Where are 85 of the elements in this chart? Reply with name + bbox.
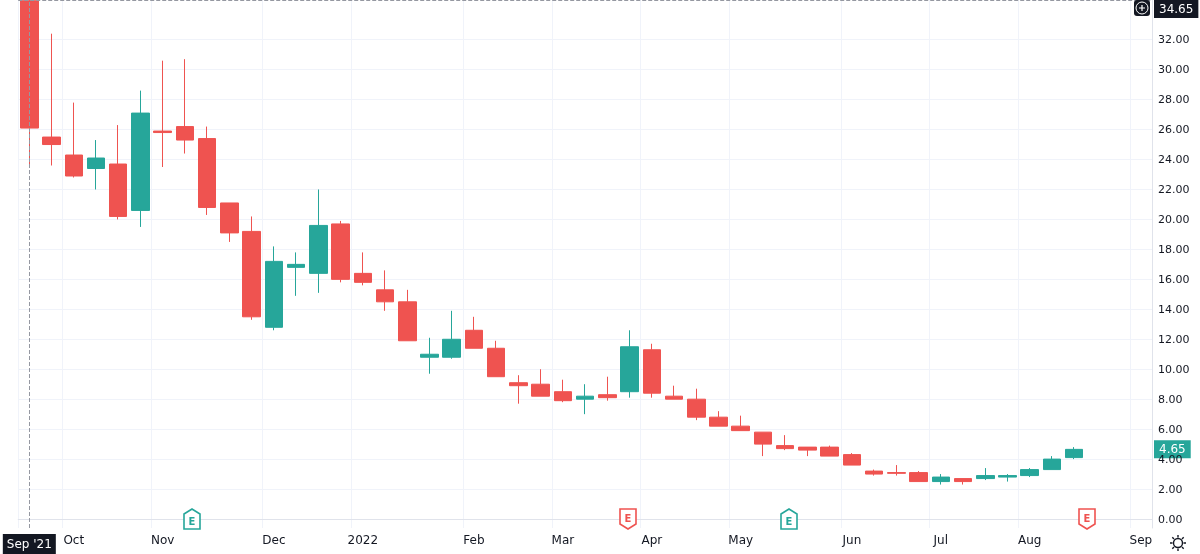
candlestick <box>331 220 350 283</box>
y-tick-label: 32.00 <box>1158 33 1190 47</box>
candlestick <box>776 434 794 451</box>
candlestick <box>309 188 328 294</box>
annotation: E <box>624 513 632 524</box>
y-tick-label: 22.00 <box>1158 182 1190 196</box>
candlestick <box>87 139 105 190</box>
candlestick <box>487 340 505 378</box>
x-tick-label: Jul <box>932 533 949 547</box>
candlestick <box>287 251 305 297</box>
y-tick-label: 30.00 <box>1158 63 1190 77</box>
candlestick <box>442 310 461 360</box>
ref-line-label: 34.65 <box>1159 2 1194 16</box>
candlestick <box>1020 467 1039 478</box>
candlestick <box>242 215 261 321</box>
candlestick <box>420 337 439 375</box>
letter-e-icon: E <box>619 508 637 530</box>
candlestick <box>998 473 1017 483</box>
letter-e-icon: E <box>1078 508 1096 530</box>
candlestick <box>198 126 216 216</box>
candlestick <box>131 90 150 228</box>
candlestick <box>932 473 950 486</box>
x-tick-label: Dec <box>262 533 286 547</box>
letter-e-icon: E <box>183 508 201 530</box>
candlestick <box>65 102 83 178</box>
candlestick <box>731 415 750 432</box>
y-tick-label: 18.00 <box>1158 242 1190 256</box>
candlestick <box>687 388 706 421</box>
candlestick <box>954 478 972 486</box>
annotation: E <box>785 516 793 527</box>
x-tick-label: Nov <box>151 533 175 547</box>
candlestick <box>42 33 61 167</box>
annotation: E <box>188 516 196 527</box>
candlestick <box>376 269 394 312</box>
y-tick-label: 2.00 <box>1158 482 1183 496</box>
candlestick <box>354 251 372 286</box>
candlestick <box>709 410 728 427</box>
x-tick-label: Oct <box>63 533 85 547</box>
y-tick-label: 12.00 <box>1158 332 1190 346</box>
candlestick <box>620 329 639 399</box>
candlestick <box>1043 455 1061 471</box>
candlestick <box>865 469 883 477</box>
candlestick <box>909 470 928 483</box>
x-tick-label: Feb <box>463 533 485 547</box>
y-tick-label: 16.00 <box>1158 272 1190 286</box>
candlestick <box>976 467 995 481</box>
candlestick <box>509 374 528 405</box>
candlestick <box>554 379 572 403</box>
candlestick <box>109 124 127 220</box>
y-tick-label: 10.00 <box>1158 362 1190 376</box>
y-tick-label: 24.00 <box>1158 153 1190 167</box>
y-tick-label: 8.00 <box>1158 392 1183 406</box>
candlestick <box>176 58 194 155</box>
candlestick <box>531 368 550 397</box>
candlestick <box>843 452 861 466</box>
candlestick <box>576 383 594 415</box>
y-tick-label: 14.00 <box>1158 302 1190 316</box>
y-tick-label: 28.00 <box>1158 93 1190 107</box>
y-tick-label: 0.00 <box>1158 512 1183 526</box>
x-tick-label: Sep <box>1129 533 1153 547</box>
x-tick-label: May <box>728 533 754 547</box>
x-tick-label: Jun <box>841 533 862 547</box>
x-tick-label: Aug <box>1018 533 1042 547</box>
y-tick-label: 26.00 <box>1158 123 1190 137</box>
candlestick <box>220 202 239 243</box>
x-tick-label: Mar <box>551 533 575 547</box>
candlestick <box>798 446 817 457</box>
x-tick-label: Sep '21 <box>6 537 52 551</box>
y-tick-label: 20.00 <box>1158 212 1190 226</box>
candlestick <box>754 431 772 457</box>
x-tick-label: 2022 <box>347 533 379 547</box>
candlestick <box>398 289 417 342</box>
annotation: E <box>1083 513 1091 524</box>
candlestick <box>643 343 661 399</box>
y-tick-label: 6.00 <box>1158 422 1183 436</box>
candlestick <box>1065 446 1083 460</box>
candlestick <box>665 385 683 400</box>
candlestick <box>820 445 839 457</box>
candlestick <box>598 376 617 402</box>
candlestick <box>887 464 906 477</box>
candlestick <box>265 245 283 331</box>
letter-e-icon: E <box>780 508 798 530</box>
candlestick <box>153 60 172 168</box>
x-tick-label: Apr <box>641 533 663 547</box>
candlestick <box>465 316 483 349</box>
